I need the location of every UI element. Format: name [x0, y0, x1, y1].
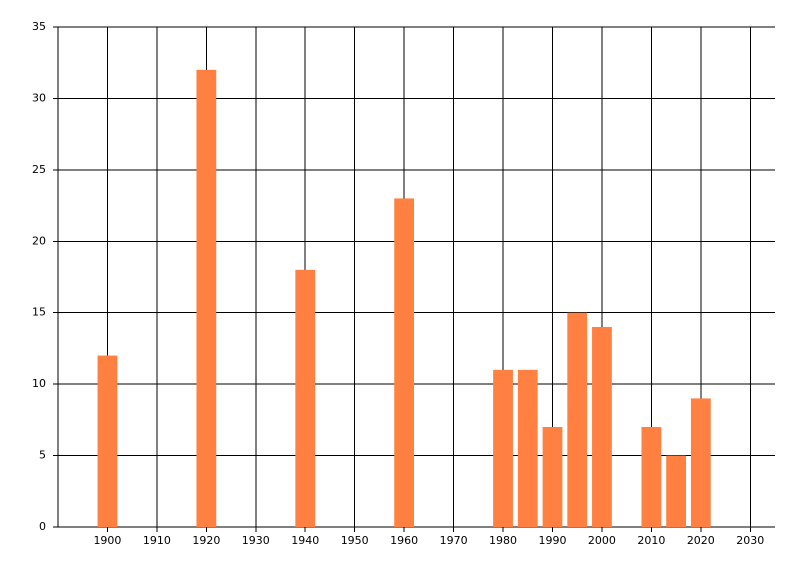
bar: [641, 427, 662, 527]
x-tick-label: 2000: [588, 534, 616, 547]
y-tick-label: 20: [32, 234, 46, 247]
bar: [295, 269, 316, 527]
bar: [493, 369, 513, 527]
y-tick-label: 10: [32, 377, 46, 390]
bar: [690, 398, 711, 527]
x-tick-label: 2030: [736, 534, 764, 547]
x-tick-label: 1920: [192, 534, 220, 547]
bar: [394, 198, 415, 527]
y-tick-label: 0: [39, 520, 46, 533]
x-tick-label: 1980: [489, 534, 517, 547]
bar: [97, 355, 118, 527]
y-tick-label: 5: [39, 449, 46, 462]
x-tick-label: 1970: [440, 534, 468, 547]
x-tick-label: 2010: [637, 534, 665, 547]
bar: [666, 455, 686, 527]
bar: [592, 327, 612, 527]
x-tick-label: 1960: [390, 534, 418, 547]
x-tick-label: 1940: [291, 534, 319, 547]
y-tick-label: 30: [32, 91, 46, 104]
bar: [196, 69, 217, 527]
x-tick-label: 1900: [93, 534, 121, 547]
y-tick-label: 15: [32, 306, 46, 319]
bar: [517, 369, 538, 527]
y-tick-label: 35: [32, 20, 46, 33]
x-tick-label: 2020: [687, 534, 715, 547]
x-tick-label: 1910: [143, 534, 171, 547]
x-tick-label: 1930: [242, 534, 270, 547]
y-tick-label: 25: [32, 163, 46, 176]
bar: [542, 427, 563, 527]
x-tick-label: 1990: [538, 534, 566, 547]
x-tick-label: 1950: [341, 534, 369, 547]
bar: [567, 312, 588, 527]
